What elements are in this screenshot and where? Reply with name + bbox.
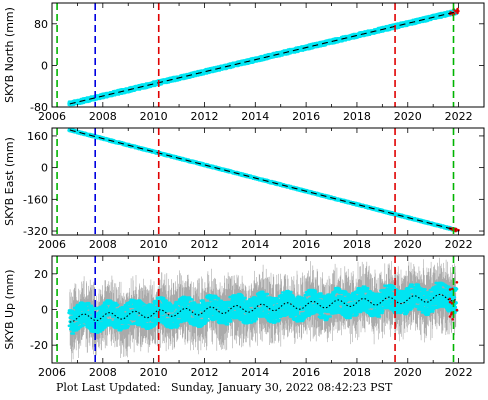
- y-tick-label: 0: [41, 162, 48, 175]
- x-tick-label: 2018: [343, 238, 371, 251]
- outlier-point: [455, 308, 459, 312]
- x-tick-label: 2006: [38, 238, 66, 251]
- plot-area: [67, 257, 459, 363]
- x-tick-label: 2014: [241, 366, 269, 379]
- model-line: [69, 129, 457, 231]
- outlier-point: [450, 302, 454, 305]
- outlier-point: [448, 288, 452, 291]
- outlier-point: [448, 315, 452, 318]
- x-tick-label: 2022: [445, 366, 473, 379]
- x-tick-label: 2008: [89, 366, 117, 379]
- plot-area: [67, 128, 460, 233]
- x-tick-label: 2008: [89, 238, 117, 251]
- y-tick-label: -80: [30, 101, 48, 114]
- y-tick-label: 0: [41, 304, 48, 317]
- model-line: [69, 293, 457, 323]
- outlier-point: [457, 9, 460, 13]
- y-tick-label: -160: [23, 193, 48, 206]
- y-tick-label: 80: [34, 18, 48, 31]
- panel-2: 2006 2008 2010 2012 2014 2016 2018 2020 2022 -320…: [3, 127, 485, 251]
- x-tick-label: 2016: [292, 110, 320, 123]
- y-tick-label: 20: [34, 268, 48, 281]
- x-tick-label: 2010: [140, 238, 168, 251]
- footer-timestamp: Sunday, January 30, 2022 08:42:23 PST: [170, 381, 393, 394]
- panel-3: 2006 2008 2010 2012 2014 2016 2018 2020 2022 -20 0…: [3, 255, 485, 379]
- x-tick-label: 2016: [292, 238, 320, 251]
- x-tick-label: 2008: [89, 110, 117, 123]
- x-tick-label: 2012: [190, 366, 218, 379]
- model-line: [69, 11, 457, 105]
- outlier-point: [450, 311, 454, 315]
- x-tick-label: 2018: [343, 110, 371, 123]
- y-tick-label: -20: [30, 339, 48, 352]
- y-tick-label: 0: [41, 59, 48, 72]
- x-tick-label: 2016: [292, 366, 320, 379]
- outlier-point: [455, 281, 459, 284]
- y-axis-label: SKYB North (mm): [3, 7, 16, 103]
- y-axis-label: SKYB Up (mm): [3, 269, 16, 349]
- panel-1: 2006 2008 2010 2012 2014 2016 2018 2020 2022 -80 0…: [3, 2, 485, 123]
- plot-frame: [51, 127, 485, 236]
- y-tick-label: 160: [27, 130, 48, 143]
- x-tick-label: 2018: [343, 366, 371, 379]
- plot-frame: [51, 2, 485, 108]
- x-tick-label: 2012: [190, 238, 218, 251]
- x-tick-label: 2006: [38, 366, 66, 379]
- y-tick-label: -320: [23, 225, 48, 238]
- footer: Plot Last Updated: Sunday, January 30, 2…: [56, 381, 392, 394]
- data-points: [67, 281, 459, 335]
- plot-area: [67, 7, 460, 107]
- data-points: [67, 9, 459, 107]
- x-tick-label: 2010: [140, 366, 168, 379]
- x-tick-label: 2022: [445, 238, 473, 251]
- x-tick-label: 2012: [190, 110, 218, 123]
- footer-label: Plot Last Updated:: [56, 381, 161, 394]
- x-tick-label: 2022: [445, 110, 473, 123]
- x-tick-label: 2020: [394, 366, 422, 379]
- outlier-point: [454, 229, 458, 233]
- outlier-point: [448, 300, 452, 304]
- outlier-point: [451, 318, 455, 321]
- x-tick-label: 2014: [241, 238, 269, 251]
- x-tick-label: 2006: [38, 110, 66, 123]
- x-tick-label: 2010: [140, 110, 168, 123]
- x-tick-label: 2014: [241, 110, 269, 123]
- x-tick-label: 2020: [394, 238, 422, 251]
- x-tick-label: 2020: [394, 110, 422, 123]
- y-axis-label: SKYB East (mm): [3, 137, 16, 226]
